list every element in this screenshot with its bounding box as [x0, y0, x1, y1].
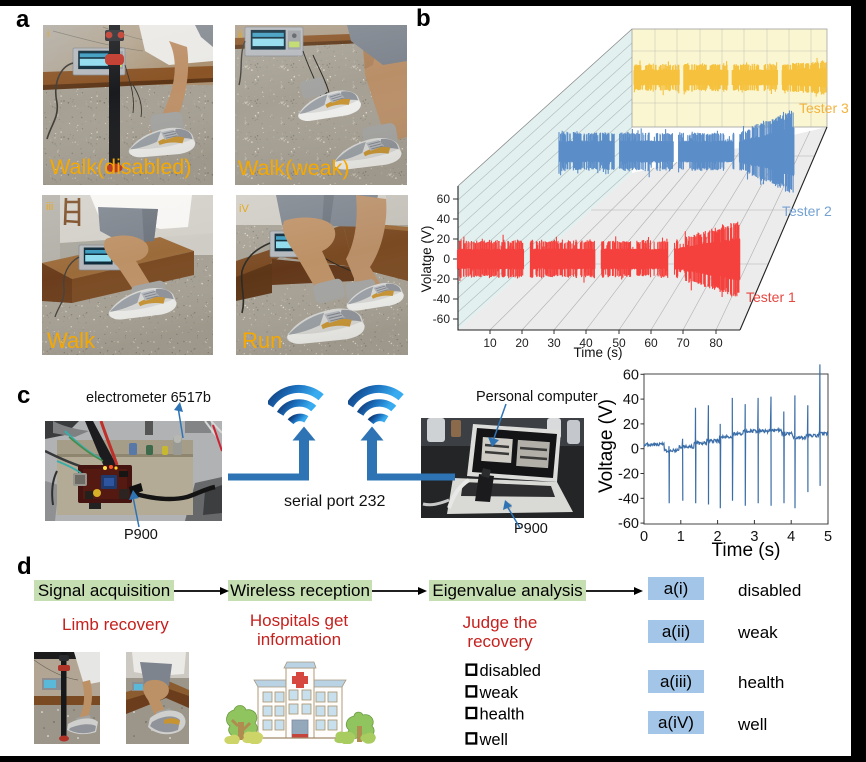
svg-text:0: 0 [640, 529, 648, 545]
svg-text:disabled: disabled [480, 662, 541, 680]
svg-text:iii: iii [46, 201, 53, 213]
svg-text:health: health [480, 706, 525, 724]
svg-text:3: 3 [750, 529, 758, 545]
svg-text:50: 50 [612, 336, 626, 350]
svg-text:Voltage (V): Voltage (V) [596, 399, 617, 493]
svg-text:5: 5 [824, 529, 832, 545]
svg-text:-20: -20 [618, 467, 639, 483]
svg-text:4: 4 [787, 529, 795, 545]
svg-text:-60: -60 [433, 312, 451, 326]
svg-text:60: 60 [437, 192, 451, 206]
svg-text:Walk(weak): Walk(weak) [238, 156, 350, 180]
svg-text:well: well [479, 731, 508, 749]
svg-text:40: 40 [579, 336, 593, 350]
svg-text:Tester 3: Tester 3 [799, 100, 849, 116]
svg-text:0: 0 [443, 252, 450, 266]
svg-text:i: i [47, 29, 49, 40]
svg-text:Time (s): Time (s) [712, 540, 781, 561]
svg-text:Volatge (V): Volatge (V) [419, 226, 434, 293]
svg-text:2: 2 [714, 529, 722, 545]
svg-text:60: 60 [623, 367, 639, 383]
svg-text:-40: -40 [433, 292, 451, 306]
svg-text:1: 1 [677, 529, 685, 545]
svg-text:Tester 1: Tester 1 [746, 289, 796, 305]
svg-text:80: 80 [709, 336, 723, 350]
svg-text:-20: -20 [433, 272, 451, 286]
svg-text:ii: ii [238, 30, 242, 41]
svg-text:iV: iV [239, 203, 249, 215]
svg-text:-40: -40 [618, 491, 639, 507]
svg-text:Tester 2: Tester 2 [782, 203, 832, 219]
svg-text:-60: -60 [618, 516, 639, 532]
svg-text:Walk: Walk [47, 328, 96, 353]
svg-text:weak: weak [479, 684, 519, 702]
svg-text:10: 10 [483, 336, 497, 350]
svg-text:70: 70 [676, 336, 690, 350]
svg-text:Time (s): Time (s) [574, 345, 623, 360]
svg-text:40: 40 [623, 392, 639, 408]
svg-text:0: 0 [631, 442, 639, 458]
svg-text:20: 20 [437, 232, 451, 246]
svg-text:20: 20 [515, 336, 529, 350]
svg-text:60: 60 [644, 336, 658, 350]
svg-text:30: 30 [547, 336, 561, 350]
svg-text:40: 40 [437, 212, 451, 226]
svg-text:Run: Run [242, 328, 282, 353]
svg-text:Walk(disabled): Walk(disabled) [50, 155, 191, 179]
svg-text:20: 20 [623, 417, 639, 433]
